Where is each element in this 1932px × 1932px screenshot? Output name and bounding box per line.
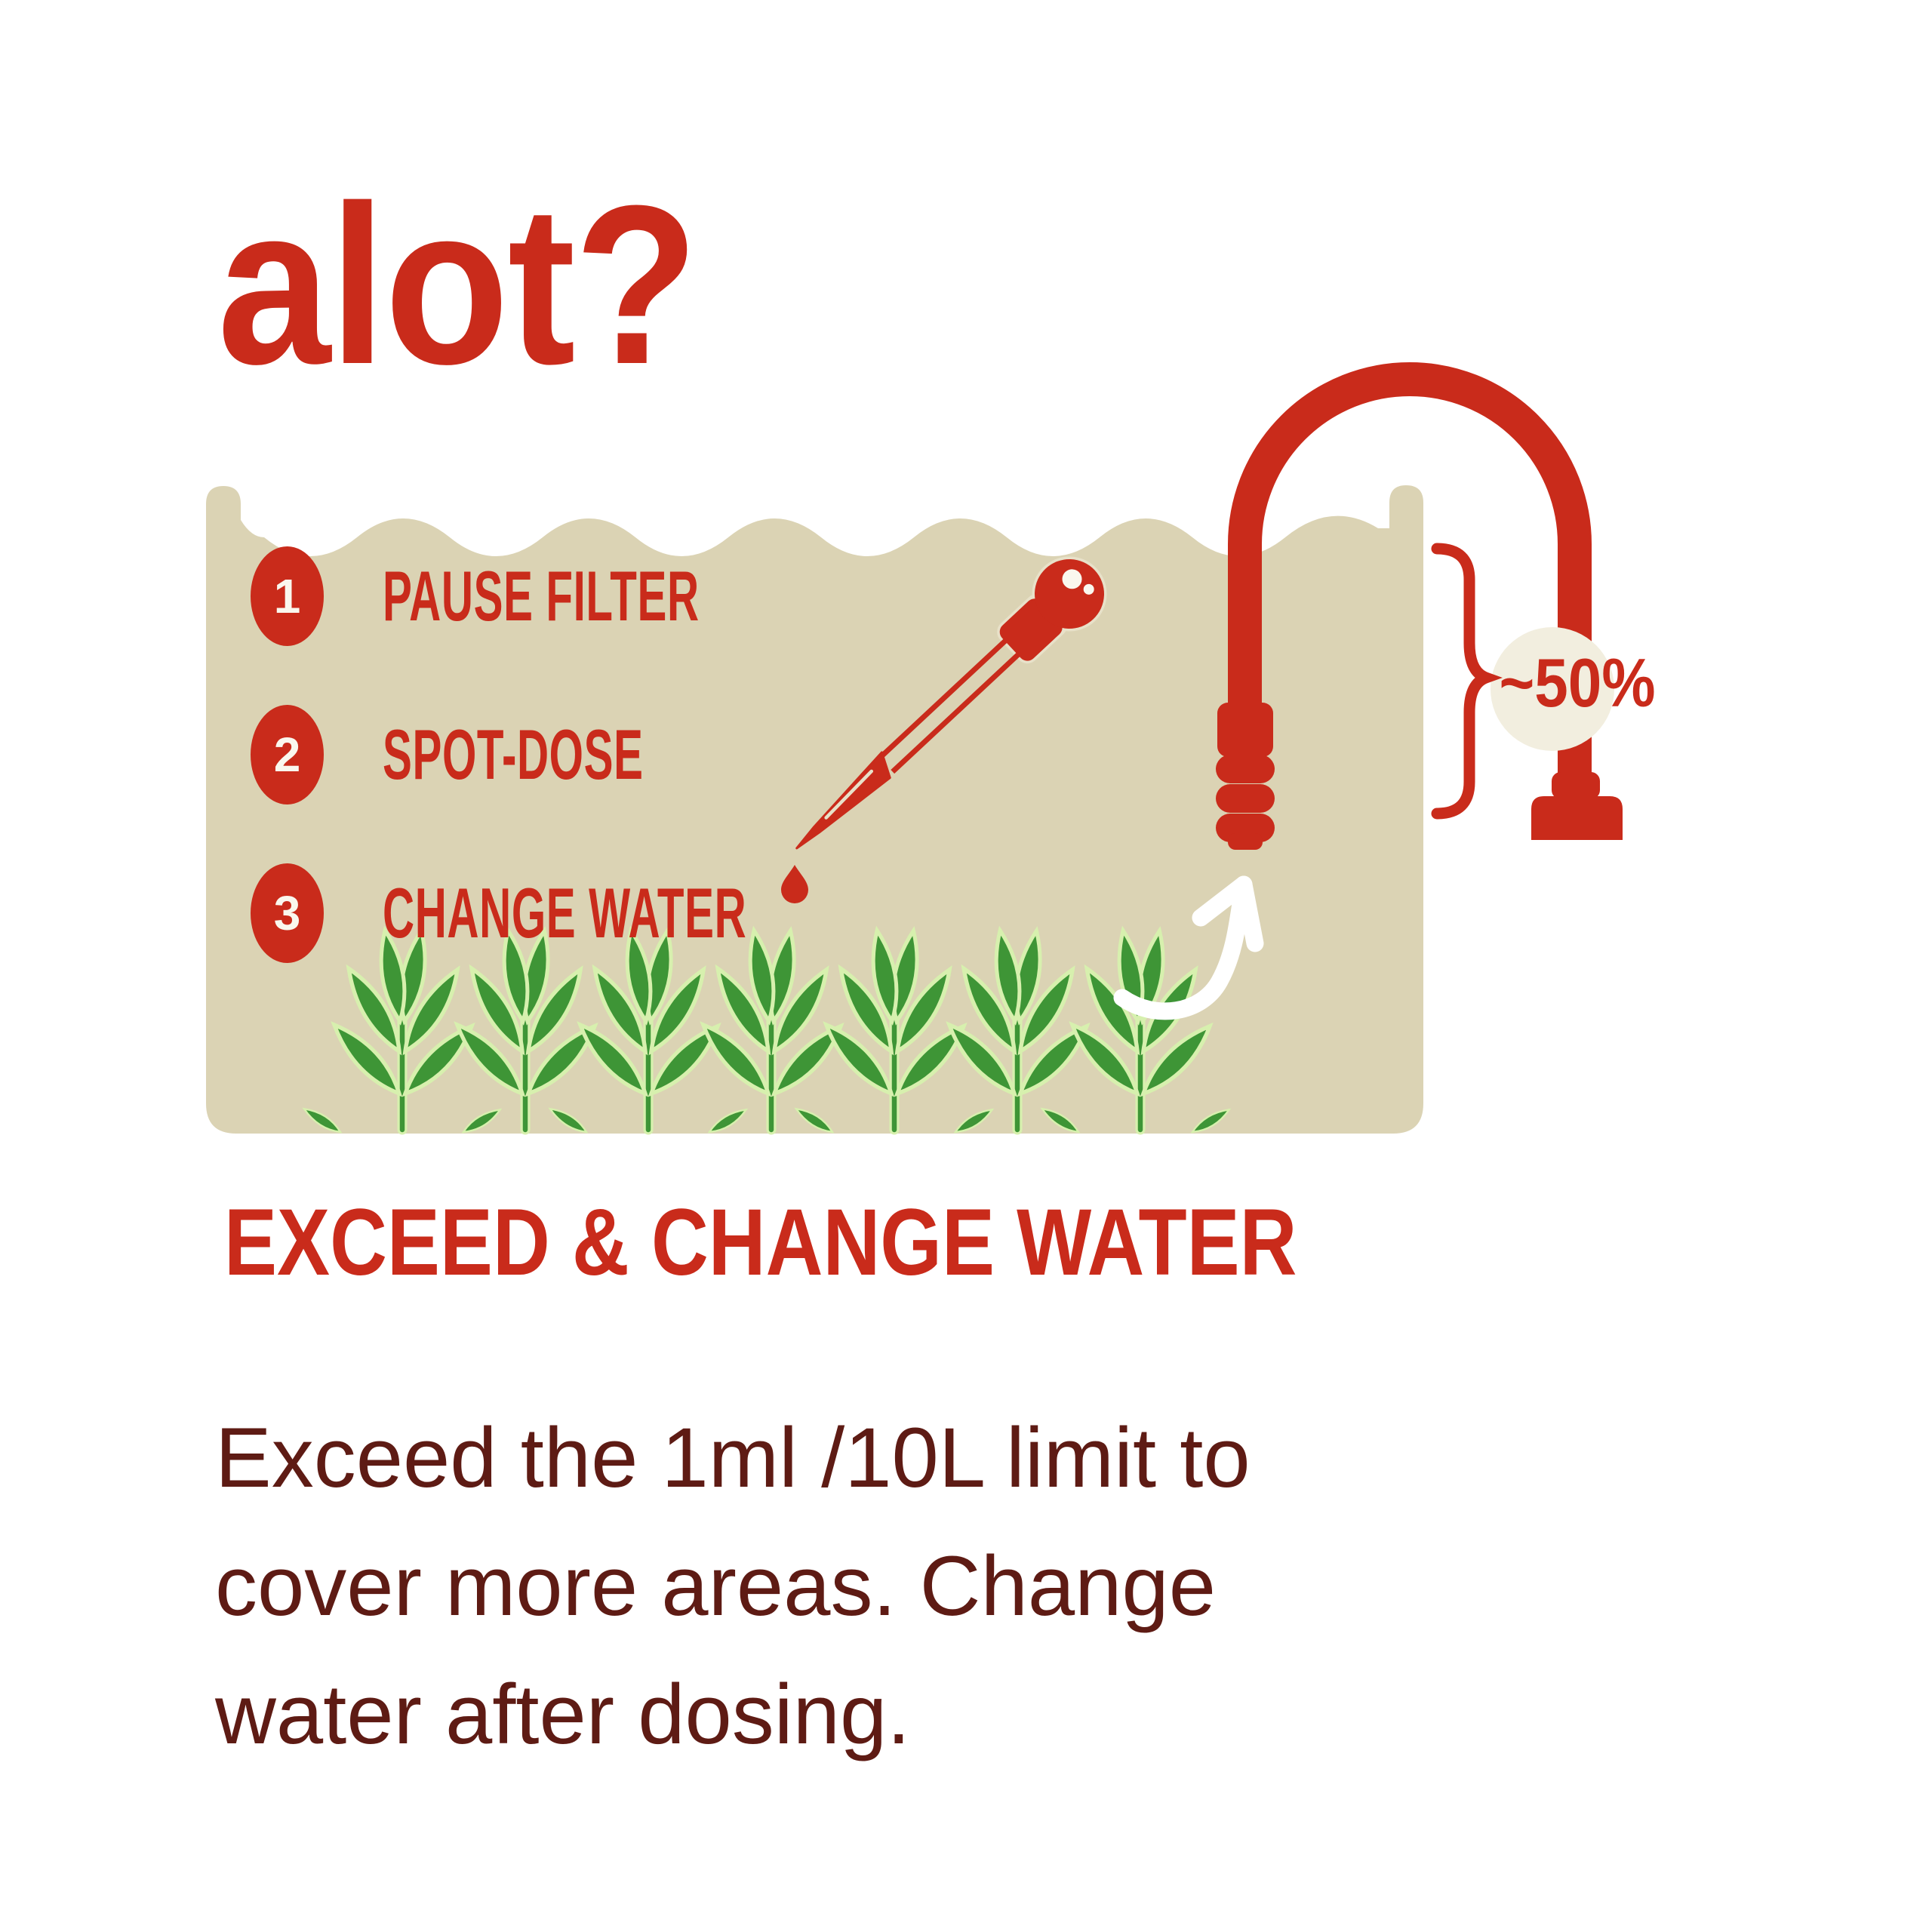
step-row-3: 3 CHANGE WATER [251,863,970,963]
curved-arrow-icon [1113,875,1264,1020]
step-3-number-badge: 3 [251,863,324,963]
dropper-pipette-icon [795,556,1107,850]
step-3-label: CHANGE WATER [383,873,747,952]
water-level-brace [1431,543,1503,820]
step-row-1: 1 PAUSE FILTER [251,546,894,646]
step-1-number-badge: 1 [251,546,324,646]
water-change-percentage: ~50% [1499,645,1656,721]
page-title: alot? [217,158,699,411]
step-1-number: 1 [273,569,301,623]
section-heading: EXCEED & CHANGE WATER [224,1190,1297,1295]
step-2-label: SPOT-DOSE [383,715,644,794]
hose-outlet-spout [1531,772,1623,840]
step-1-label: PAUSE FILTER [383,556,700,635]
siphon-hose-icon [1228,362,1592,777]
step-2-number: 2 [273,728,301,782]
body-line-3: water after dosing. [215,1667,911,1761]
body-paragraph: Exceed the 1ml /10L limit to cover more … [215,1394,1251,1779]
step-2-number-badge: 2 [251,705,324,804]
hose-intake-nozzle [1216,703,1275,850]
dose-drop-icon [781,865,808,903]
bulb-highlight-small [1083,583,1094,595]
bulb-highlight [1062,569,1082,589]
step-row-2: 2 SPOT-DOSE [251,705,803,804]
step-3-number: 3 [273,886,301,940]
percentage-badge [1491,627,1614,751]
body-line-2: cover more areas. Change [215,1539,1217,1633]
body-line-1: Exceed the 1ml /10L limit to [215,1411,1251,1505]
